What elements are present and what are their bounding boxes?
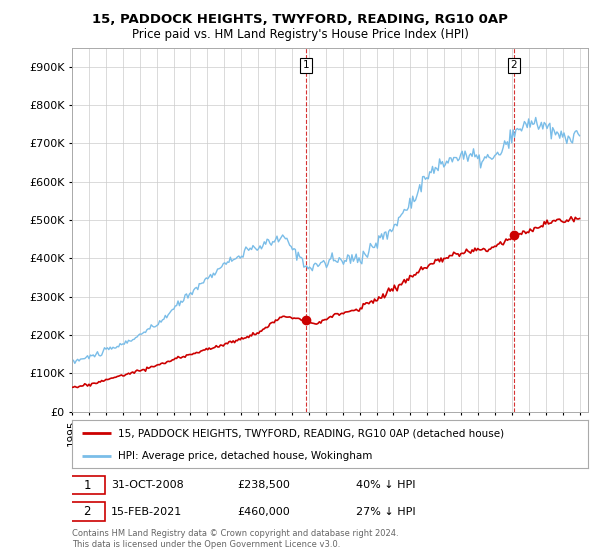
FancyBboxPatch shape <box>70 502 104 521</box>
Text: Price paid vs. HM Land Registry's House Price Index (HPI): Price paid vs. HM Land Registry's House … <box>131 28 469 41</box>
Text: 2: 2 <box>511 60 517 71</box>
Text: Contains HM Land Registry data © Crown copyright and database right 2024.
This d: Contains HM Land Registry data © Crown c… <box>72 529 398 549</box>
Text: 27% ↓ HPI: 27% ↓ HPI <box>356 506 415 516</box>
Text: HPI: Average price, detached house, Wokingham: HPI: Average price, detached house, Woki… <box>118 451 373 461</box>
Text: 1: 1 <box>83 479 91 492</box>
Text: 15, PADDOCK HEIGHTS, TWYFORD, READING, RG10 0AP (detached house): 15, PADDOCK HEIGHTS, TWYFORD, READING, R… <box>118 428 505 438</box>
Text: 1: 1 <box>302 60 309 71</box>
FancyBboxPatch shape <box>70 476 104 494</box>
Text: 2: 2 <box>83 505 91 518</box>
Text: 40% ↓ HPI: 40% ↓ HPI <box>356 480 415 491</box>
Text: £460,000: £460,000 <box>237 506 290 516</box>
Text: 15-FEB-2021: 15-FEB-2021 <box>110 506 182 516</box>
Text: £238,500: £238,500 <box>237 480 290 491</box>
Text: 31-OCT-2008: 31-OCT-2008 <box>110 480 184 491</box>
Text: 15, PADDOCK HEIGHTS, TWYFORD, READING, RG10 0AP: 15, PADDOCK HEIGHTS, TWYFORD, READING, R… <box>92 13 508 26</box>
